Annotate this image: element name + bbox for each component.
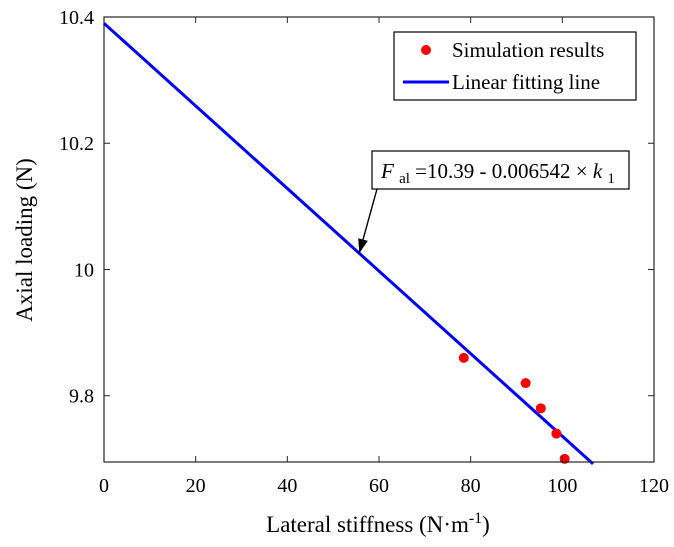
- x-axis-label-sup: -1: [469, 510, 482, 527]
- y-axis-label: Axial loading (N): [12, 158, 37, 322]
- x-tick-label: 20: [186, 475, 206, 497]
- x-tick-label: 100: [547, 475, 577, 497]
- y-tick-label: 9.8: [69, 386, 94, 408]
- x-axis-label: Lateral stiffness (N·m-1): [266, 510, 490, 537]
- x-tick-label: 60: [369, 475, 389, 497]
- annotation: F al =10.39 - 0.006542 × k 1: [358, 150, 630, 254]
- data-point: [520, 378, 531, 389]
- y-tick-label: 10: [74, 259, 94, 281]
- x-tick-label: 40: [277, 475, 297, 497]
- x-tick-label: 80: [461, 475, 481, 497]
- legend-label-fitting: Linear fitting line: [452, 70, 600, 94]
- annotation-f: F: [380, 159, 394, 183]
- legend: Simulation results Linear fitting line: [393, 31, 637, 101]
- annotation-box: [371, 150, 630, 190]
- data-point: [551, 428, 562, 439]
- annotation-k: k: [593, 159, 603, 183]
- annotation-arrowhead: [358, 238, 368, 254]
- legend-marker-simulation: [421, 45, 431, 55]
- annotation-expr: =10.39 - 0.006542: [415, 159, 570, 183]
- legend-label-simulation: Simulation results: [452, 38, 604, 62]
- data-point: [535, 403, 546, 414]
- data-point: [458, 352, 469, 363]
- annotation-text: F al =10.39 - 0.006542 × k 1: [380, 159, 615, 188]
- y-tick-label: 10.4: [59, 7, 94, 29]
- annotation-f-sub: al: [399, 171, 410, 187]
- y-tick-label: 10.2: [59, 133, 94, 155]
- fit-line: [102, 22, 595, 466]
- annotation-k-sub: 1: [607, 171, 615, 187]
- x-axis-label-main: Lateral stiffness (N·m: [266, 512, 469, 537]
- x-axis-label-close: ): [482, 512, 490, 537]
- x-tick-label: 0: [99, 475, 109, 497]
- annotation-times: ×: [576, 159, 588, 183]
- x-tick-label: 120: [639, 475, 669, 497]
- legend-box: [393, 31, 637, 101]
